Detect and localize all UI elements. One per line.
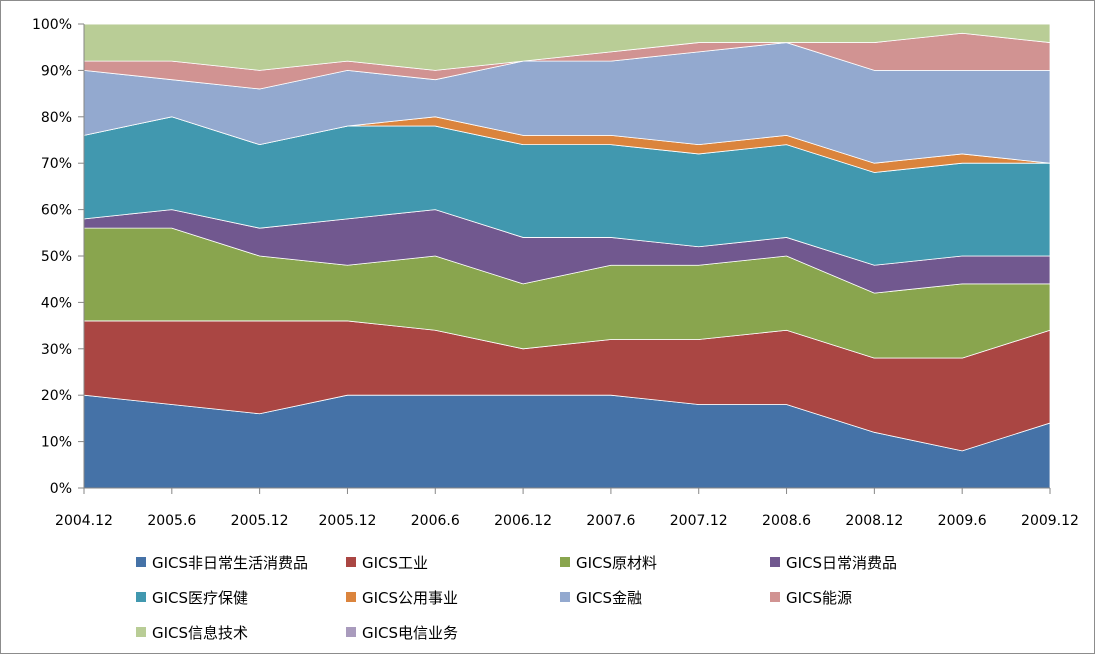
chart-axes: 0% 10% 20% 30% 40% 50% 60% 70% 80% 90% 100% 2004.12… (32, 17, 1079, 529)
x-tick-label: 2007.6 (586, 513, 635, 529)
x-tick-label: 2009.6 (938, 513, 987, 529)
legend-swatch (136, 592, 146, 602)
y-tick-label: 40% (41, 295, 72, 311)
legend-label: GICS日常消费品 (786, 554, 897, 572)
legend-swatch (346, 557, 356, 567)
x-tick-label: 2005.12 (231, 513, 289, 529)
y-tick-label: 0% (50, 481, 72, 497)
legend-label: GICS电信业务 (362, 624, 458, 642)
legend-label: GICS非日常生活消费品 (152, 554, 308, 572)
x-tick-label: 2005.6 (147, 513, 196, 529)
x-tick-label: 2006.6 (411, 513, 460, 529)
y-tick-label: 60% (41, 203, 72, 219)
legend-item: GICS日常消费品 (770, 554, 897, 572)
legend-swatch (770, 557, 780, 567)
x-tick-label: 2006.12 (494, 513, 552, 529)
legend-label: GICS工业 (362, 554, 428, 572)
chart-areas (83, 23, 1051, 489)
legend-item: GICS医疗保健 (136, 589, 248, 607)
legend-item: GICS公用事业 (346, 589, 458, 607)
legend-label: GICS原材料 (576, 554, 657, 572)
legend-swatch (136, 557, 146, 567)
legend-item: GICS金融 (560, 589, 642, 607)
legend-swatch (560, 557, 570, 567)
legend-item: GICS非日常生活消费品 (136, 554, 308, 572)
legend-label: GICS公用事业 (362, 589, 458, 607)
legend-label: GICS医疗保健 (152, 589, 248, 607)
legend-swatch (560, 592, 570, 602)
legend-item: GICS原材料 (560, 554, 657, 572)
y-tick-label: 90% (41, 63, 72, 79)
legend-swatch (770, 592, 780, 602)
y-tick-label: 100% (32, 17, 72, 33)
legend-label: GICS信息技术 (152, 624, 248, 642)
legend-item: GICS能源 (770, 589, 852, 607)
legend-item: GICS电信业务 (346, 624, 458, 642)
y-tick-label: 50% (41, 249, 72, 265)
legend-swatch (346, 592, 356, 602)
x-tick-label: 2008.6 (762, 513, 811, 529)
legend-swatch (346, 627, 356, 637)
legend-item: GICS工业 (346, 554, 428, 572)
y-tick-label: 10% (41, 435, 72, 451)
y-tick-label: 80% (41, 110, 72, 126)
chart-legend: GICS非日常生活消费品 GICS工业 GICS原材料 GICS日常消费品 GICS医疗… (136, 554, 897, 642)
x-tick-label: 2009.12 (1021, 513, 1079, 529)
x-tick-label: 2004.12 (55, 513, 113, 529)
legend-label: GICS金融 (576, 589, 642, 607)
legend-label: GICS能源 (786, 589, 852, 607)
y-tick-label: 20% (41, 388, 72, 404)
x-tick-label: 2005.12 (319, 513, 377, 529)
x-tick-label: 2008.12 (845, 513, 903, 529)
x-tick-label: 2007.12 (670, 513, 728, 529)
y-tick-label: 70% (41, 156, 72, 172)
y-tick-label: 30% (41, 342, 72, 358)
legend-swatch (136, 627, 146, 637)
legend-item: GICS信息技术 (136, 624, 248, 642)
